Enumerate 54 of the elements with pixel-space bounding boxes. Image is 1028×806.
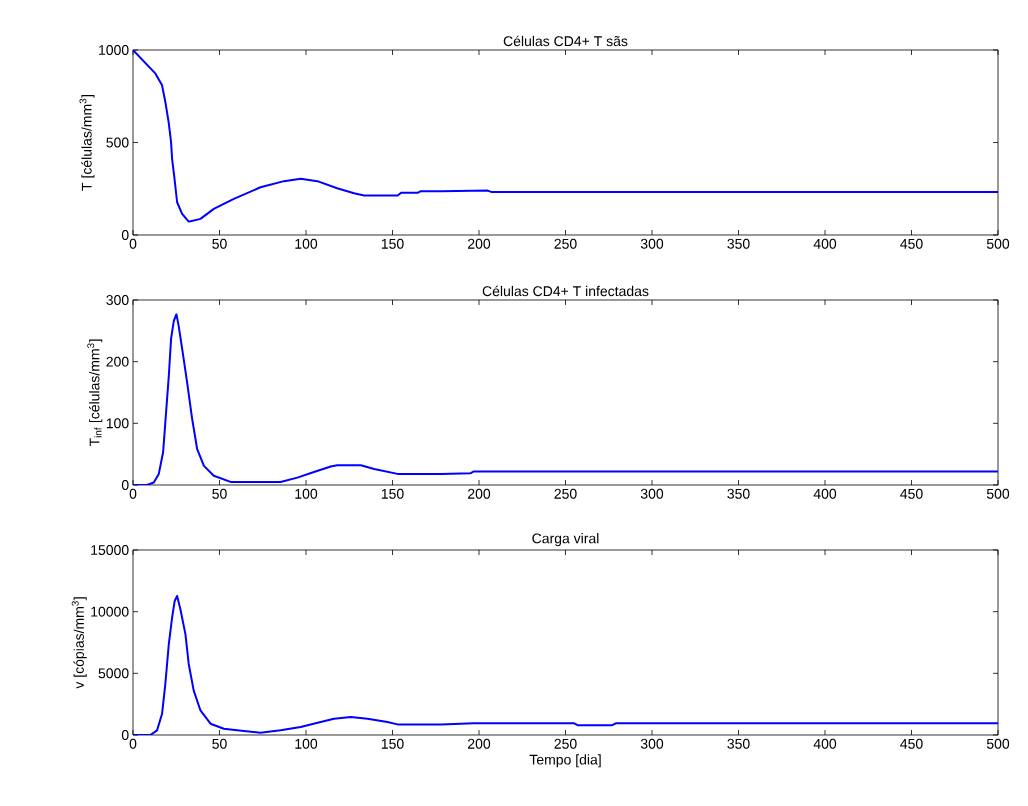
- x-tick-label: 100: [295, 238, 318, 249]
- y-tick-label: 200: [106, 356, 129, 367]
- line-series: [133, 313, 999, 485]
- chart-title: Células CD4+ T sãs: [503, 35, 628, 47]
- x-tick-label: 0: [129, 238, 137, 249]
- x-tick-label: 450: [900, 488, 923, 499]
- x-tick-label: 500: [986, 238, 1010, 249]
- y-axis-title: T$_{inf}$ [células/mm$^{3}$]: [87, 339, 103, 447]
- x-tick-label: 300: [640, 738, 664, 749]
- x-tick-label: 200: [468, 488, 491, 499]
- chart-title: Células CD4+ T infectadas: [482, 285, 649, 297]
- x-tick-label: 450: [900, 238, 923, 249]
- x-tick-label: 350: [727, 488, 750, 499]
- x-tick-label: 350: [727, 238, 750, 249]
- x-tick-label: 500: [986, 738, 1010, 749]
- y-tick-label: 5000: [98, 668, 129, 679]
- x-axis-title: Tempo [dia]: [529, 754, 601, 768]
- x-tick-label: 450: [900, 738, 923, 749]
- y-tick-label: 0: [121, 230, 129, 240]
- x-tick-label: 100: [295, 488, 318, 499]
- x-tick-label: 200: [468, 738, 491, 749]
- y-tick-label: 10000: [91, 606, 129, 617]
- x-tick-label: 50: [212, 238, 227, 249]
- x-tick-label: 250: [554, 738, 577, 749]
- x-tick-label: 0: [129, 488, 137, 499]
- x-tick-label: 350: [727, 738, 750, 749]
- y-axis-title: v [cópias/mm$^{3}$]: [71, 597, 87, 689]
- y-tick-label: 15000: [91, 545, 129, 555]
- x-tick-label: 200: [468, 238, 491, 249]
- x-tick-label: 100: [295, 738, 318, 749]
- y-tick-label: 100: [106, 418, 129, 429]
- x-tick-label: 500: [986, 488, 1010, 499]
- x-tick-label: 400: [813, 738, 837, 749]
- x-tick-label: 400: [813, 488, 837, 499]
- x-tick-label: 50: [212, 738, 227, 749]
- x-tick-label: 150: [381, 738, 404, 749]
- x-tick-label: 50: [212, 488, 227, 499]
- x-tick-label: 250: [554, 488, 577, 499]
- x-tick-label: 400: [813, 238, 837, 249]
- y-axis-title: T [células/mm$^{3}$]: [79, 95, 95, 191]
- y-tick-label: 0: [121, 480, 129, 490]
- x-tick-label: 150: [381, 238, 404, 249]
- y-tick-label: 300: [106, 295, 129, 305]
- line-series: [133, 49, 999, 223]
- line-series: [133, 595, 999, 735]
- chart-title: Carga viral: [532, 533, 599, 547]
- y-tick-label: 500: [106, 137, 129, 148]
- x-tick-label: 300: [640, 238, 664, 249]
- x-tick-label: 250: [554, 238, 577, 249]
- y-tick-label: 1000: [99, 45, 129, 55]
- y-tick-label: 0: [121, 730, 129, 740]
- x-tick-label: 300: [640, 488, 664, 499]
- x-tick-label: 150: [381, 488, 404, 499]
- x-tick-label: 0: [129, 738, 137, 749]
